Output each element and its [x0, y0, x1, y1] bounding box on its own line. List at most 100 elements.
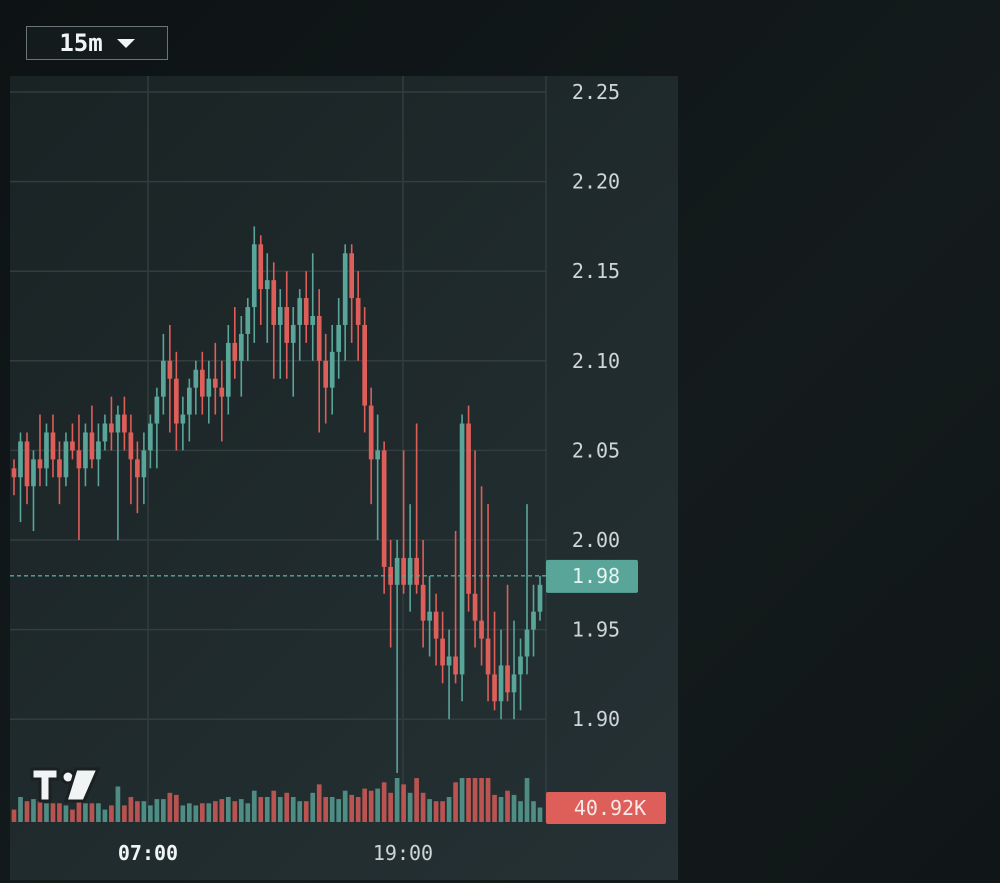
volume-bar — [122, 805, 127, 822]
volume-bar — [303, 801, 309, 822]
candle-body — [18, 441, 23, 478]
candle-body — [394, 557, 400, 585]
volume-bar — [290, 797, 296, 822]
candle-body — [498, 665, 504, 702]
candle-body — [485, 638, 491, 675]
volume-bar — [440, 801, 445, 822]
candle-body — [83, 432, 88, 469]
volume-bar — [518, 801, 523, 822]
candle-body — [472, 593, 478, 621]
volume-bar — [316, 784, 322, 822]
candle-body — [109, 423, 114, 433]
volume-bar — [167, 792, 173, 822]
candle-body — [336, 324, 342, 352]
candle-body — [492, 674, 497, 702]
candle-body — [11, 468, 17, 478]
volume-bar — [199, 803, 205, 822]
candle-body — [466, 423, 471, 594]
candle-body — [368, 405, 374, 460]
candle-body — [31, 459, 36, 487]
timeframe-dropdown[interactable]: 15m — [26, 26, 168, 60]
candle-body — [135, 459, 140, 478]
candle-body — [44, 432, 49, 469]
volume-bar — [154, 799, 160, 822]
volume-bar — [375, 788, 380, 822]
price-tick-label: 2.05 — [572, 438, 620, 462]
candle-body — [323, 360, 329, 388]
volume-bar — [459, 778, 465, 822]
volume-bar — [141, 801, 147, 822]
volume-bar — [394, 778, 400, 822]
candle-body — [50, 432, 56, 460]
volume-bar — [297, 801, 303, 822]
volume-bar — [368, 790, 374, 822]
volume-bar — [63, 805, 69, 822]
candle-body — [271, 280, 277, 325]
price-tick-label: 2.25 — [572, 80, 620, 104]
volume-bar — [232, 801, 238, 822]
candle-body — [440, 638, 445, 666]
volume-bar — [89, 803, 95, 822]
volume-bar — [57, 803, 62, 822]
candle-body — [531, 611, 536, 630]
candle-body — [96, 441, 101, 460]
volume-bar — [161, 799, 166, 822]
candle-body — [154, 396, 160, 424]
volume-bar — [44, 803, 49, 822]
candle-body — [277, 307, 283, 325]
volume-bar — [310, 792, 316, 822]
candle-body — [316, 316, 322, 361]
candle-body — [310, 316, 316, 325]
last-price-label: 1.98 — [572, 564, 620, 588]
candle-body — [232, 342, 238, 361]
candle-body — [102, 423, 108, 442]
volume-bar — [245, 803, 251, 822]
price-tick-label: 2.15 — [572, 259, 620, 283]
volume-bar — [472, 778, 478, 822]
candle-body — [414, 557, 419, 585]
candle-body — [511, 674, 517, 693]
volume-bar — [18, 797, 23, 822]
candle-body — [212, 378, 218, 388]
volume-bar — [193, 805, 199, 822]
volume-bar — [219, 799, 225, 822]
time-tick-label: 19:00 — [373, 841, 433, 865]
volume-bar — [277, 797, 283, 822]
volume-bar — [50, 803, 56, 822]
candle-body — [180, 414, 186, 424]
volume-bar — [271, 790, 277, 822]
candle-body — [199, 369, 205, 397]
candle-body — [258, 244, 264, 290]
volume-bar — [251, 790, 257, 822]
volume-badge — [546, 792, 666, 824]
candle-body — [433, 611, 439, 639]
volume-bar — [446, 797, 452, 822]
volume-bar — [498, 797, 504, 822]
volume-bar — [148, 805, 153, 822]
candle-body — [63, 441, 69, 478]
candle-body — [193, 369, 199, 388]
volume-bar — [11, 809, 17, 822]
volume-bar — [511, 794, 517, 822]
tradingview-logo-icon — [30, 767, 100, 803]
candle-body — [381, 450, 387, 567]
volume-bar — [180, 805, 186, 822]
chart-panel[interactable] — [10, 76, 678, 880]
candle-body — [141, 450, 147, 478]
volume-bar — [109, 805, 114, 822]
volume-bar — [186, 803, 192, 822]
volume-bar — [433, 801, 439, 822]
volume-bar — [24, 801, 30, 822]
candle-body — [89, 432, 95, 460]
volume-bar — [537, 807, 543, 822]
candle-body — [427, 611, 432, 621]
volume-bar — [238, 799, 244, 822]
volume-bar — [453, 782, 458, 822]
candle-body — [225, 342, 231, 397]
caret-down-icon — [116, 38, 135, 48]
volume-bar — [524, 778, 530, 822]
volume-bar — [284, 792, 290, 822]
volume-bar — [329, 797, 335, 822]
price-tick-label: 2.20 — [572, 170, 620, 194]
